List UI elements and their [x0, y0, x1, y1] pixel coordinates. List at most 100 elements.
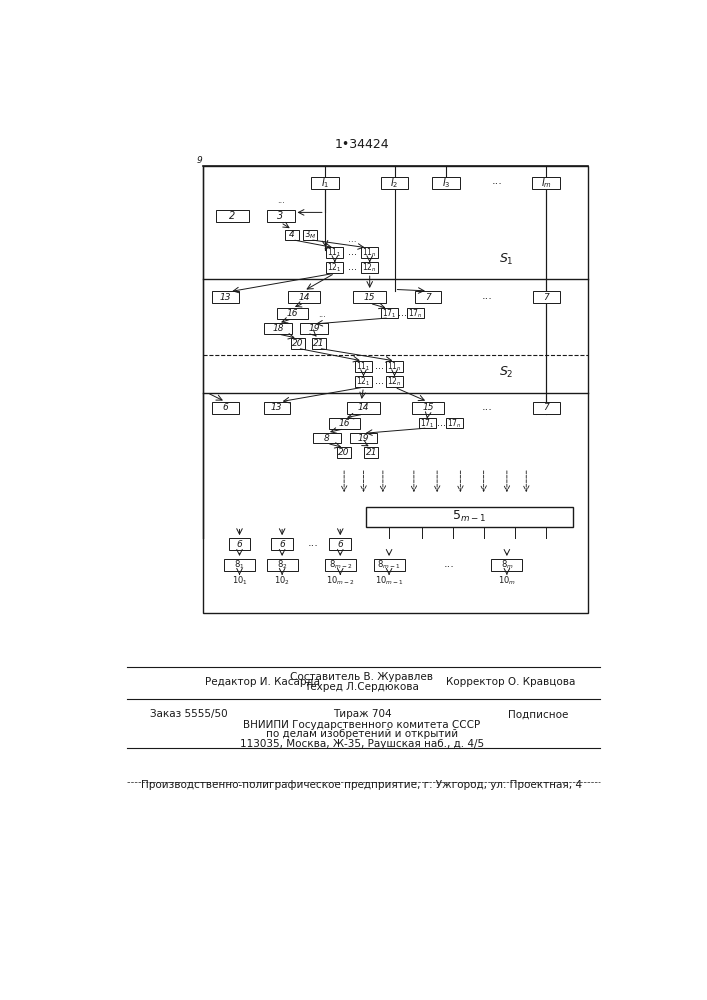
Text: Редактор И. Касарда: Редактор И. Касарда	[204, 677, 320, 687]
Text: $5_{m-1}$: $5_{m-1}$	[452, 509, 486, 524]
Bar	[533, 291, 559, 303]
Text: ...: ...	[492, 176, 503, 186]
Text: $10_{m-1}$: $10_{m-1}$	[375, 574, 404, 587]
Text: 15: 15	[422, 403, 433, 412]
Bar	[337, 447, 351, 458]
Text: $3_M$: $3_M$	[304, 228, 316, 241]
Bar	[264, 323, 292, 334]
Text: 19: 19	[308, 324, 320, 333]
Text: $8_1$: $8_1$	[234, 559, 245, 571]
Text: Тираж 704: Тираж 704	[332, 709, 391, 719]
Bar	[303, 230, 317, 240]
Text: $12_n$: $12_n$	[387, 376, 402, 388]
Bar	[228, 538, 250, 550]
Text: ...: ...	[375, 376, 383, 386]
Text: $8_{m-1}$: $8_{m-1}$	[378, 559, 401, 571]
Text: $12_1$: $12_1$	[356, 376, 371, 388]
Text: ...: ...	[276, 196, 284, 205]
Text: $17_n$: $17_n$	[408, 307, 423, 320]
Text: ...: ...	[443, 559, 454, 569]
Bar	[329, 538, 351, 550]
Text: $8_m$: $8_m$	[501, 559, 513, 571]
Bar	[355, 376, 372, 387]
Text: 6: 6	[337, 540, 343, 549]
Text: $11_n$: $11_n$	[362, 246, 377, 259]
Text: 7: 7	[544, 403, 549, 412]
Bar	[386, 361, 403, 372]
Bar	[349, 433, 378, 443]
Text: 7: 7	[425, 293, 431, 302]
Bar	[264, 402, 290, 414]
Text: $11_n$: $11_n$	[387, 360, 402, 373]
Text: $17_n$: $17_n$	[447, 417, 462, 430]
Bar	[433, 177, 460, 189]
Text: $I_1$: $I_1$	[320, 176, 329, 190]
Text: 20: 20	[339, 448, 350, 457]
Text: 7: 7	[544, 293, 549, 302]
Text: 2: 2	[229, 211, 235, 221]
Text: $12_n$: $12_n$	[362, 262, 377, 274]
Bar	[291, 338, 305, 349]
Text: ВНИИПИ Государственного комитета СССР: ВНИИПИ Государственного комитета СССР	[243, 720, 481, 730]
Bar	[288, 291, 320, 303]
Text: Составитель В. Журавлев: Составитель В. Журавлев	[291, 672, 433, 682]
Bar	[203, 166, 588, 613]
Text: $S_1$: $S_1$	[499, 251, 514, 267]
Text: $17_1$: $17_1$	[382, 307, 397, 320]
Bar	[366, 507, 573, 527]
Bar	[355, 361, 372, 372]
Text: 14: 14	[358, 403, 369, 412]
Bar	[533, 402, 559, 414]
Text: 21: 21	[312, 339, 325, 348]
Bar	[380, 177, 409, 189]
Bar	[267, 559, 298, 571]
Text: по делам изобретений и открытий: по делам изобретений и открытий	[266, 729, 458, 739]
Text: $11_1$: $11_1$	[356, 360, 371, 373]
Text: $8_2$: $8_2$	[277, 559, 288, 571]
Text: $S_2$: $S_2$	[499, 365, 514, 380]
Text: 1•34424: 1•34424	[334, 138, 390, 151]
Bar	[419, 418, 436, 428]
Bar	[347, 402, 380, 414]
Bar	[407, 308, 424, 318]
Bar	[327, 247, 344, 258]
Bar	[386, 376, 403, 387]
Text: 3: 3	[277, 211, 284, 221]
Bar	[327, 262, 344, 273]
Bar	[364, 447, 378, 458]
Text: $10_2$: $10_2$	[274, 574, 290, 587]
Bar	[271, 538, 293, 550]
Bar	[224, 559, 255, 571]
Text: 20: 20	[292, 339, 303, 348]
Text: ...: ...	[481, 291, 492, 301]
Text: ...: ...	[398, 308, 407, 318]
Text: 9: 9	[197, 156, 203, 165]
Text: $8_{m-2}$: $8_{m-2}$	[329, 559, 352, 571]
Bar	[361, 262, 378, 273]
Bar	[329, 418, 360, 429]
Text: 113035, Москва, Ж-35, Раушская наб., д. 4/5: 113035, Москва, Ж-35, Раушская наб., д. …	[240, 739, 484, 749]
Bar	[532, 177, 561, 189]
Text: 13: 13	[271, 403, 283, 412]
Text: Подписное: Подписное	[508, 709, 568, 719]
Text: 8: 8	[325, 434, 330, 443]
Bar	[445, 418, 462, 428]
Bar	[212, 291, 239, 303]
Text: 18: 18	[272, 324, 284, 333]
Bar	[313, 433, 341, 443]
Text: ...: ...	[317, 310, 326, 319]
Text: 21: 21	[366, 448, 377, 457]
Bar	[380, 308, 397, 318]
Text: ...: ...	[308, 538, 319, 548]
Text: Производственно-полиграфическое предприятие, г. Ужгород, ул. Проектная, 4: Производственно-полиграфическое предприя…	[141, 780, 583, 790]
Bar	[414, 291, 441, 303]
Bar	[491, 559, 522, 571]
Bar	[312, 338, 325, 349]
Text: 6: 6	[237, 540, 243, 549]
Text: 16: 16	[286, 309, 298, 318]
Text: $10_{m-2}$: $10_{m-2}$	[326, 574, 355, 587]
Text: Техред Л.Сердюкова: Техред Л.Сердюкова	[305, 682, 419, 692]
Text: 14: 14	[298, 293, 310, 302]
Bar	[361, 247, 378, 258]
Bar	[267, 210, 295, 222]
